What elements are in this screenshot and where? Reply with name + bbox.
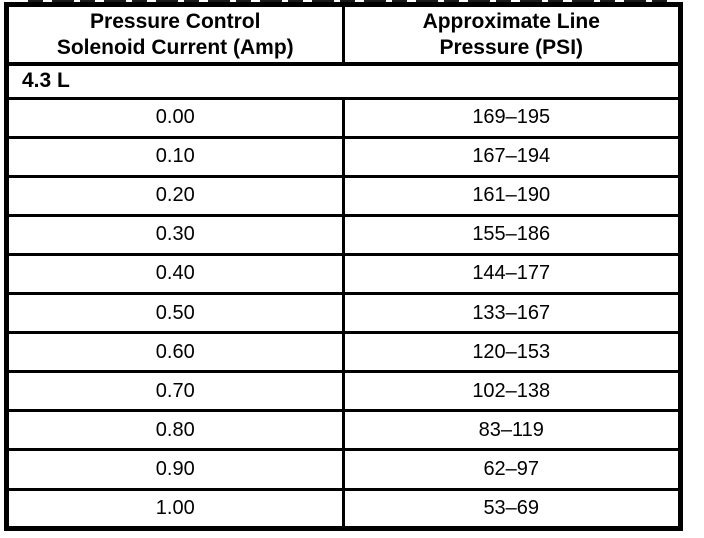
pressure-cell: 155–186 <box>341 213 678 256</box>
table-row: 0.50 133–167 <box>9 292 678 335</box>
current-cell: 0.10 <box>9 135 345 178</box>
table-row: 0.60 120–153 <box>9 331 678 374</box>
current-cell: 0.60 <box>9 331 345 374</box>
current-cell: 0.70 <box>9 370 345 413</box>
table-row: 1.00 53–69 <box>9 487 678 526</box>
pressure-cell: 102–138 <box>341 370 678 413</box>
table-row: 0.00 169–195 <box>9 96 678 139</box>
engine-size-cell: 4.3 L <box>9 62 678 100</box>
pressure-cell: 53–69 <box>341 487 678 526</box>
table-header-row: Pressure Control Solenoid Current (Amp) … <box>9 7 678 66</box>
pressure-cell: 144–177 <box>341 252 678 296</box>
pressure-spec-table: Pressure Control Solenoid Current (Amp) … <box>9 7 678 526</box>
current-cell: 0.30 <box>9 213 345 256</box>
header-current-line2: Solenoid Current (Amp) <box>56 35 294 59</box>
header-cell-line-pressure: Approximate Line Pressure (PSI) <box>341 7 678 66</box>
table-row: 0.90 62–97 <box>9 448 678 491</box>
current-cell: 0.80 <box>9 409 345 452</box>
scan-noise-artifact <box>28 0 676 3</box>
pressure-cell: 167–194 <box>341 135 678 178</box>
pressure-cell: 133–167 <box>341 292 678 335</box>
header-current-line1: Pressure Control <box>90 9 261 33</box>
current-cell: 0.50 <box>9 292 345 335</box>
table-row: 0.20 161–190 <box>9 174 678 217</box>
header-pressure-line1: Approximate Line <box>422 9 600 33</box>
current-cell: 0.20 <box>9 174 345 217</box>
current-cell: 1.00 <box>9 487 345 526</box>
current-cell: 0.00 <box>9 96 345 139</box>
current-cell: 0.90 <box>9 448 345 491</box>
table-row: 0.10 167–194 <box>9 135 678 178</box>
table-row: 0.40 144–177 <box>9 252 678 296</box>
table-row: 0.80 83–119 <box>9 409 678 452</box>
engine-size-row: 4.3 L <box>9 62 678 100</box>
pressure-cell: 120–153 <box>341 331 678 374</box>
pressure-cell: 161–190 <box>341 174 678 217</box>
header-cell-solenoid-current: Pressure Control Solenoid Current (Amp) <box>9 7 345 66</box>
current-cell: 0.40 <box>9 252 345 296</box>
pressure-table-frame: Pressure Control Solenoid Current (Amp) … <box>4 2 683 531</box>
pressure-cell: 62–97 <box>341 448 678 491</box>
table-row: 0.70 102–138 <box>9 370 678 413</box>
header-pressure-line2: Pressure (PSI) <box>439 35 584 59</box>
table-row: 0.30 155–186 <box>9 213 678 256</box>
pressure-cell: 83–119 <box>341 409 678 452</box>
pressure-cell: 169–195 <box>341 96 678 139</box>
